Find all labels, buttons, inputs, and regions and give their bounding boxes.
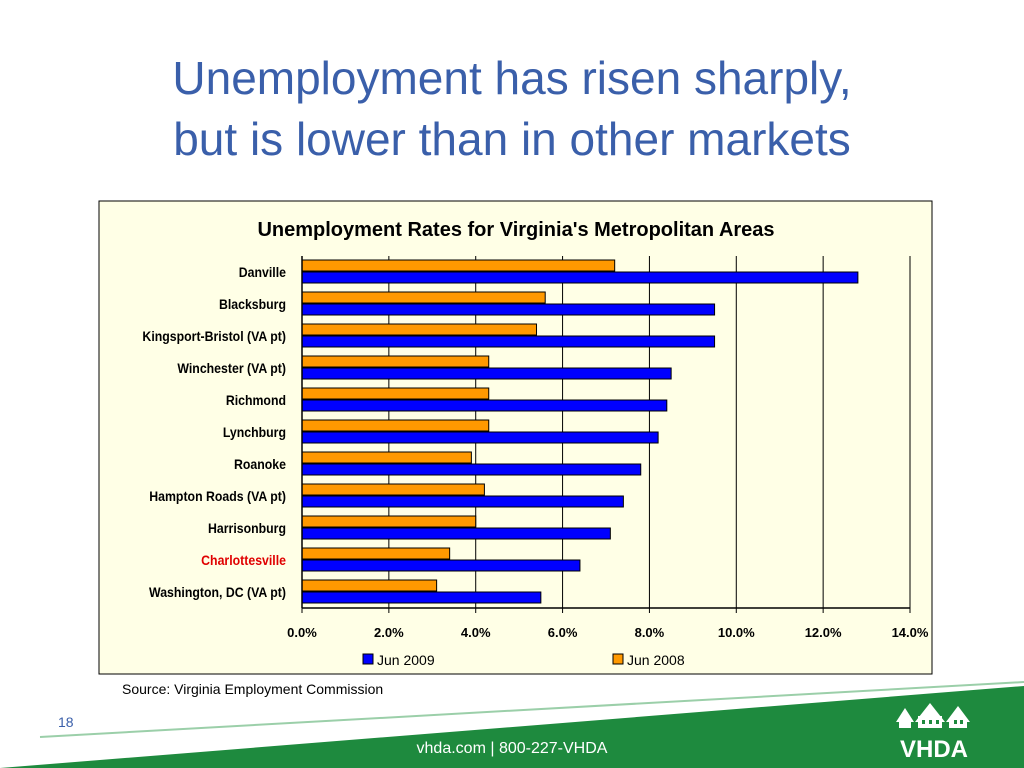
- category-labels: Danville Blacksburg Kingsport-Bristol (VA …: [142, 264, 286, 600]
- legend-label: Jun 2009: [377, 652, 435, 668]
- category-label: Charlottesville: [201, 552, 286, 568]
- logo-text: VHDA: [900, 736, 968, 763]
- legend-swatch: [362, 653, 374, 665]
- category-label: Richmond: [226, 392, 286, 408]
- source-note: Source: Virginia Employment Commission: [122, 681, 384, 697]
- category-label: Kingsport-Bristol (VA pt): [142, 328, 286, 344]
- x-tick-label: 10.0%: [718, 625, 755, 640]
- category-label: Blacksburg: [219, 296, 286, 312]
- x-tick-label: 14.0%: [892, 625, 929, 640]
- slide-title-line-1: Unemployment has risen sharply,: [172, 52, 852, 104]
- category-label: Danville: [239, 264, 286, 280]
- category-label: Washington, DC (VA pt): [149, 584, 286, 600]
- slide-title-line-2: but is lower than in other markets: [173, 113, 851, 165]
- category-label: Lynchburg: [223, 424, 286, 440]
- x-tick-label: 2.0%: [374, 625, 404, 640]
- x-tick-label: 4.0%: [461, 625, 491, 640]
- x-tick-label: 0.0%: [287, 625, 317, 640]
- x-tick-label: 8.0%: [635, 625, 665, 640]
- legend-label: Jun 2008: [627, 652, 685, 668]
- footer-contact: vhda.com | 800-227-VHDA: [416, 740, 608, 757]
- category-label: Hampton Roads (VA pt): [149, 488, 286, 504]
- legend-swatch: [612, 653, 624, 665]
- page-number: 18: [58, 714, 74, 730]
- category-label: Roanoke: [234, 456, 286, 472]
- houses-icon: [896, 703, 970, 728]
- bars: [301, 256, 859, 608]
- legend: Jun 2009 Jun 2008: [362, 652, 685, 668]
- chart-title: Unemployment Rates for Virginia's Metrop…: [257, 219, 774, 241]
- category-label: Winchester (VA pt): [177, 360, 286, 376]
- x-tick-label: 6.0%: [548, 625, 578, 640]
- category-label: Harrisonburg: [208, 520, 286, 536]
- x-axis: 0.0% 2.0% 4.0% 6.0% 8.0% 10.0% 12.0% 14.0%: [287, 607, 929, 640]
- x-tick-label: 12.0%: [805, 625, 842, 640]
- slide-title: Unemployment has risen sharply, but is l…: [0, 48, 1024, 170]
